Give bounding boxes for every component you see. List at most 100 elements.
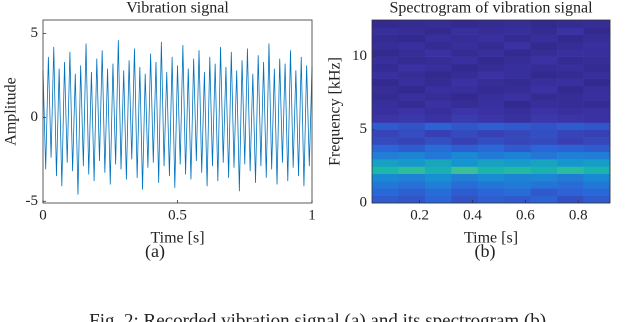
- x-axis-label: Time [s]: [464, 230, 518, 247]
- heatmap-cell: [583, 34, 611, 43]
- heatmap-cell: [583, 151, 611, 160]
- heatmap-cell: [504, 34, 531, 43]
- heatmap-cell: [398, 188, 426, 196]
- heatmap-cell: [372, 129, 399, 138]
- heatmap-cell: [372, 27, 399, 35]
- heatmap-cell: [504, 71, 531, 79]
- heatmap-cell: [530, 151, 558, 160]
- heatmap-cell: [424, 27, 452, 35]
- chart-title: Vibration signal: [126, 0, 229, 17]
- heatmap-cell: [451, 34, 479, 43]
- heatmap-cell: [557, 129, 584, 138]
- heatmap-cell: [557, 137, 584, 145]
- heatmap-cell: [451, 49, 479, 57]
- heatmap-cell: [477, 49, 505, 57]
- heatmap-cell: [557, 27, 584, 35]
- heatmap-cell: [477, 85, 505, 94]
- heatmap-cell: [557, 85, 584, 94]
- heatmap-cell: [583, 85, 611, 94]
- heatmap-cell: [504, 144, 531, 153]
- chart-title: Spectrogram of vibration signal: [389, 0, 593, 17]
- heatmap-cell: [451, 93, 479, 101]
- heatmap-cell: [504, 195, 531, 204]
- heatmap-cell: [451, 115, 479, 123]
- heatmap-cell: [557, 34, 584, 43]
- y-tick-label: 0: [360, 194, 368, 210]
- x-tick-label: 0.8: [569, 207, 588, 223]
- heatmap-cell: [504, 151, 531, 160]
- heatmap-cell: [583, 129, 611, 138]
- heatmap-cell: [477, 93, 505, 101]
- heatmap-cell: [557, 41, 584, 50]
- heatmap-cell: [451, 122, 479, 131]
- heatmap-cell: [451, 71, 479, 79]
- x-tick-label: 0.4: [463, 207, 482, 223]
- heatmap-cell: [424, 144, 452, 153]
- heatmap-cell: [477, 20, 505, 28]
- heatmap-cell: [583, 93, 611, 101]
- heatmap-cell: [504, 188, 531, 196]
- heatmap-cell: [477, 151, 505, 160]
- heatmap-cell: [372, 34, 399, 43]
- heatmap-cell: [398, 159, 426, 167]
- heatmap-cell: [372, 100, 399, 109]
- heatmap-cell: [477, 181, 505, 189]
- heatmap-cell: [557, 166, 584, 175]
- heatmap-cell: [530, 56, 558, 65]
- heatmap-cell: [424, 129, 452, 138]
- heatmap-cell: [557, 159, 584, 167]
- y-tick-label: 10: [352, 48, 367, 64]
- heatmap-cell: [583, 122, 611, 131]
- heatmap-cell: [424, 85, 452, 94]
- heatmap-cell: [398, 151, 426, 160]
- heatmap-cell: [398, 173, 426, 182]
- heatmap-cell: [372, 151, 399, 160]
- heatmap-cell: [398, 34, 426, 43]
- heatmap-cell: [477, 71, 505, 79]
- heatmap-cell: [504, 129, 531, 138]
- heatmap-cell: [451, 181, 479, 189]
- heatmap-cell: [557, 71, 584, 79]
- heatmap-cell: [398, 63, 426, 72]
- heatmap-cell: [424, 93, 452, 101]
- heatmap-cell: [530, 122, 558, 131]
- heatmap-cell: [583, 41, 611, 50]
- heatmap-cell: [424, 166, 452, 175]
- axes-frame: [371, 19, 611, 204]
- heatmap-cell: [424, 49, 452, 57]
- heatmap-cell: [583, 78, 611, 87]
- heatmap-cell: [477, 166, 505, 175]
- heatmap-cell: [583, 181, 611, 189]
- y-tick-label: 5: [360, 121, 368, 137]
- heatmap-cell: [372, 188, 399, 196]
- heatmap-cell: [557, 93, 584, 101]
- heatmap-cell: [530, 173, 558, 182]
- heatmap-cell: [372, 71, 399, 79]
- x-tick-label: 0.2: [410, 207, 429, 223]
- heatmap-cell: [398, 137, 426, 145]
- heatmap-cell: [530, 34, 558, 43]
- heatmap-cell: [477, 78, 505, 87]
- heatmap-cell: [530, 166, 558, 175]
- x-tick-label: 0.6: [516, 207, 535, 223]
- heatmap-cell: [583, 137, 611, 145]
- heatmap-cell: [583, 144, 611, 153]
- heatmap-cell: [583, 27, 611, 35]
- heatmap-cell: [372, 115, 399, 123]
- heatmap-cell: [398, 144, 426, 153]
- heatmap-cell: [477, 159, 505, 167]
- heatmap-cell: [372, 85, 399, 94]
- heatmap-cell: [451, 27, 479, 35]
- heatmap-cell: [477, 115, 505, 123]
- heatmap-cell: [424, 56, 452, 65]
- heatmap-cell: [530, 181, 558, 189]
- heatmap-cell: [530, 107, 558, 116]
- heatmap-cell: [477, 122, 505, 131]
- heatmap-cell: [424, 137, 452, 145]
- heatmap-cell: [583, 188, 611, 196]
- heatmap-cell: [530, 129, 558, 138]
- heatmap-cell: [504, 20, 531, 28]
- heatmap-cell: [530, 41, 558, 50]
- heatmap-cell: [398, 166, 426, 175]
